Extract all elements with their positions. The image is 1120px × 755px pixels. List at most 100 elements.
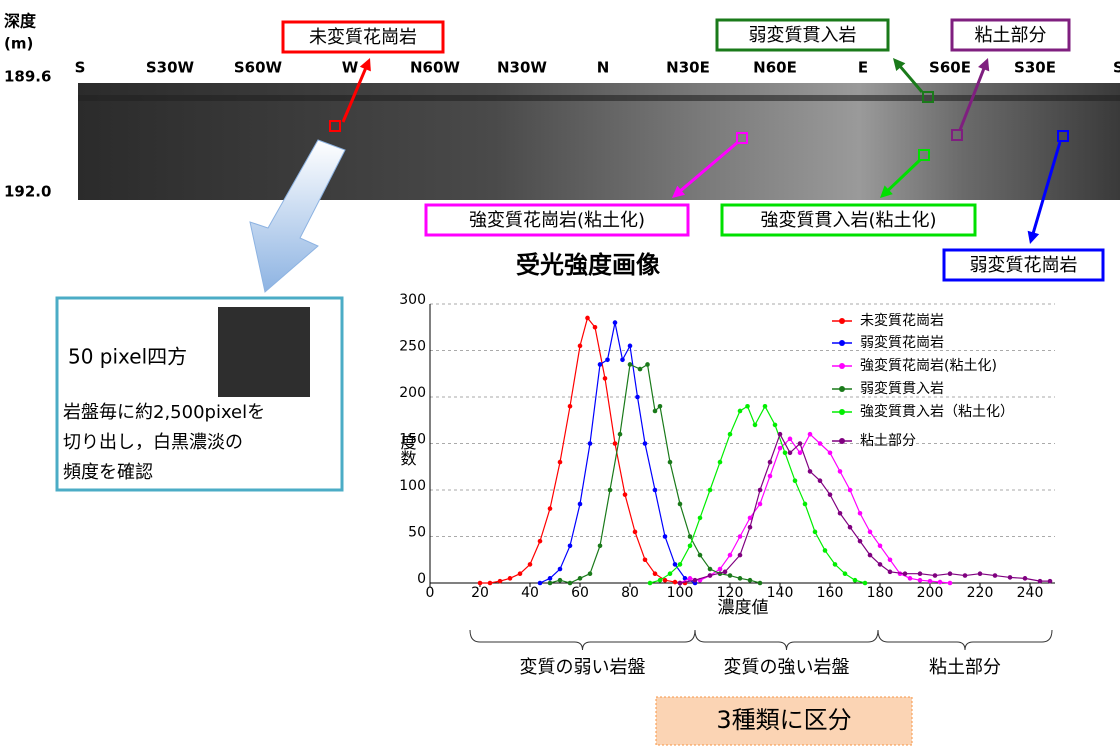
- data-point: [993, 573, 998, 578]
- data-point: [688, 534, 693, 539]
- sample-text: 切り出し，白黒濃淡の: [63, 432, 243, 453]
- data-point: [788, 437, 793, 442]
- data-point: [585, 316, 590, 321]
- depth-label: 深度: [4, 12, 37, 31]
- data-point: [728, 553, 733, 558]
- x-tick-label: 0: [426, 585, 435, 601]
- callout-label: 強変質貫入岩(粘土化): [760, 210, 936, 231]
- data-point: [783, 451, 788, 456]
- data-point: [568, 544, 573, 549]
- data-point: [878, 562, 883, 567]
- data-point: [548, 506, 553, 511]
- x-tick-label: 240: [1017, 585, 1044, 601]
- direction-label: S60W: [234, 59, 283, 77]
- data-point: [673, 562, 678, 567]
- data-point: [918, 571, 923, 576]
- direction-label: E: [858, 59, 868, 77]
- data-point: [518, 571, 523, 576]
- x-tick-label: 20: [471, 585, 489, 601]
- depth-bottom: 192.0: [4, 183, 51, 201]
- x-tick-label: 200: [917, 585, 944, 601]
- data-point: [693, 578, 698, 583]
- data-point: [808, 432, 813, 437]
- direction-label: N30W: [497, 59, 547, 77]
- legend-marker: [839, 386, 845, 392]
- legend-label: 強変質貫入岩（粘土化）: [860, 403, 1014, 420]
- direction-label: W: [342, 59, 359, 77]
- data-point: [808, 469, 813, 474]
- x-tick-label: 160: [817, 585, 844, 601]
- data-point: [498, 579, 503, 584]
- series-line: [680, 434, 1050, 583]
- data-point: [758, 502, 763, 507]
- image-band: [78, 95, 1120, 101]
- data-point: [848, 525, 853, 530]
- data-point: [868, 530, 873, 535]
- data-point: [798, 451, 803, 456]
- data-point: [528, 562, 533, 567]
- group-label: 変質の強い岩盤: [724, 657, 850, 678]
- data-point: [868, 553, 873, 558]
- data-point: [558, 567, 563, 572]
- data-point: [818, 478, 823, 483]
- data-point: [658, 404, 663, 409]
- data-point: [798, 441, 803, 446]
- y-tick-label: 100: [399, 478, 426, 494]
- data-point: [838, 469, 843, 474]
- direction-label: S60E: [929, 59, 971, 77]
- data-point: [718, 460, 723, 465]
- data-point: [598, 544, 603, 549]
- data-point: [908, 576, 913, 581]
- legend-label: 粘土部分: [860, 433, 916, 449]
- direction-label: N30E: [666, 59, 710, 77]
- data-point: [823, 548, 828, 553]
- data-point: [738, 534, 743, 539]
- data-point: [768, 474, 773, 479]
- data-point: [1038, 579, 1043, 584]
- group-brace: [878, 630, 1052, 650]
- y-axis-label: 度数: [398, 434, 417, 466]
- y-tick-label: 50: [408, 525, 426, 541]
- data-point: [708, 573, 713, 578]
- data-point: [863, 581, 868, 586]
- data-point: [678, 502, 683, 507]
- x-tick-label: 140: [767, 585, 794, 601]
- callout-label: 弱変質花崗岩: [970, 255, 1078, 276]
- direction-label: S30E: [1014, 59, 1056, 77]
- sample-image: [218, 307, 310, 397]
- slide: 深度 (m) 189.6 192.0 受光強度画像 50 pixel四方 3種類…: [0, 0, 1120, 751]
- data-point: [728, 432, 733, 437]
- data-point: [758, 581, 763, 586]
- data-point: [653, 409, 658, 414]
- data-point: [813, 530, 818, 535]
- data-point: [613, 320, 618, 325]
- x-tick-label: 100: [667, 585, 694, 601]
- data-point: [948, 571, 953, 576]
- legend-marker: [839, 363, 845, 369]
- data-point: [598, 362, 603, 367]
- group-brace: [695, 630, 878, 650]
- data-point: [1023, 576, 1028, 581]
- data-point: [678, 581, 683, 586]
- legend-marker: [839, 409, 845, 415]
- data-point: [578, 576, 583, 581]
- depth-top: 189.6: [4, 68, 51, 86]
- conclusion: 3種類に区分: [716, 706, 851, 734]
- data-point: [858, 511, 863, 516]
- legend-label: 弱変質貫入岩: [860, 380, 944, 397]
- data-point: [748, 578, 753, 583]
- data-point: [558, 578, 563, 583]
- x-tick-label: 180: [867, 585, 894, 601]
- data-point: [638, 367, 643, 372]
- direction-label: S: [75, 59, 86, 77]
- x-tick-label: 60: [571, 585, 589, 601]
- data-point: [663, 534, 668, 539]
- data-point: [708, 567, 713, 572]
- data-point: [1008, 575, 1013, 580]
- data-point: [768, 460, 773, 465]
- data-point: [628, 362, 633, 367]
- data-point: [698, 553, 703, 558]
- data-point: [628, 344, 633, 349]
- data-point: [938, 580, 943, 585]
- data-point: [745, 404, 750, 409]
